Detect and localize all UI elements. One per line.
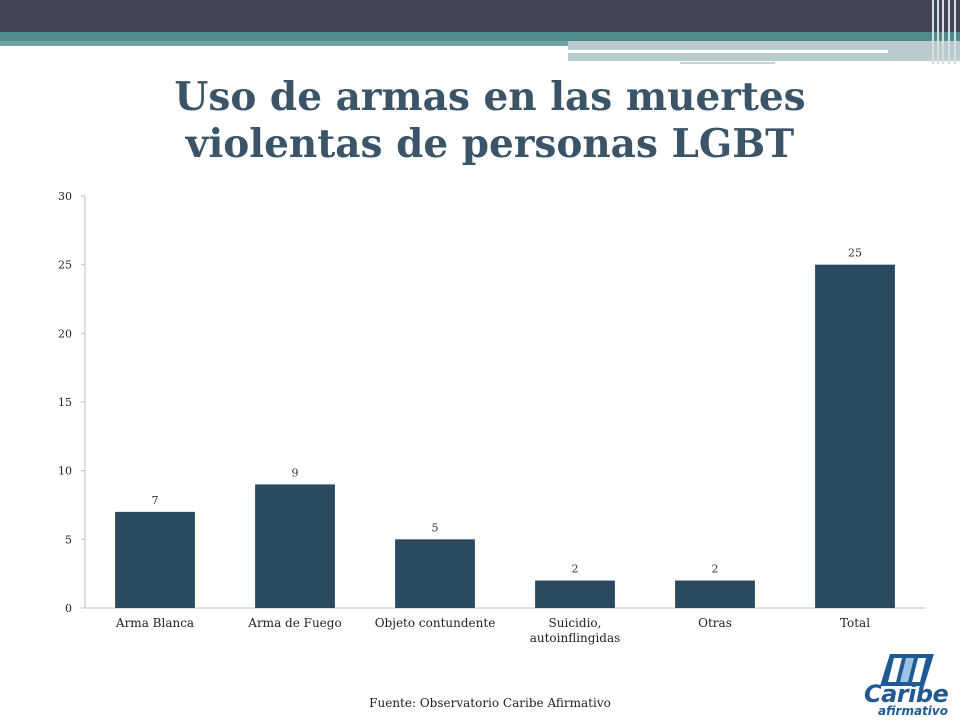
caribe-afirmativo-logo: Caribe afirmativo xyxy=(858,650,958,718)
x-tick-label: Total xyxy=(840,616,870,630)
bar-chart: 0 5 10 15 20 25 30 7 Arma Blanca 9 Arma de Fuego 5 O… xyxy=(58,190,925,645)
data-label: 25 xyxy=(848,247,862,260)
header-accent-line xyxy=(680,62,775,64)
x-tick-label: Objeto contundente xyxy=(375,616,496,630)
data-label: 9 xyxy=(292,466,299,479)
y-tick-label: 0 xyxy=(65,602,72,615)
header-corner-lines xyxy=(930,0,960,64)
x-tick-label: Otras xyxy=(698,616,732,630)
bar xyxy=(255,484,335,608)
data-label: 2 xyxy=(572,563,579,576)
logo-word-afirmativo: afirmativo xyxy=(878,704,948,718)
x-tick-label: Arma Blanca xyxy=(115,616,194,630)
header-teal-band xyxy=(0,32,960,41)
x-tick-label: Arma de Fuego xyxy=(247,616,341,630)
bar xyxy=(535,580,615,608)
y-tick-label: 10 xyxy=(58,465,72,478)
bar xyxy=(115,511,195,608)
data-label: 2 xyxy=(712,563,719,576)
y-tick-label: 15 xyxy=(58,396,72,409)
y-tick-label: 5 xyxy=(65,533,72,546)
y-tick-label: 25 xyxy=(58,259,72,272)
y-tick-label: 20 xyxy=(58,327,72,340)
bar xyxy=(675,580,755,608)
slide-title: Uso de armas en las muertes violentas de… xyxy=(80,74,900,168)
data-label: 7 xyxy=(152,494,159,507)
source-note: Fuente: Observatorio Caribe Afirmativo xyxy=(369,696,611,710)
logo-word-caribe: Caribe xyxy=(864,680,949,708)
data-label: 5 xyxy=(432,521,439,534)
slide-title-line2: violentas de personas LGBT xyxy=(185,121,795,167)
header-teal-accent xyxy=(0,41,568,46)
bar xyxy=(395,539,475,608)
header-white-line xyxy=(568,50,888,53)
logo-mark-icon xyxy=(880,654,934,686)
slide-title-line1: Uso de armas en las muertes xyxy=(174,74,806,120)
x-tick-label: Suicidio, autoinflingidas xyxy=(530,616,621,645)
bar xyxy=(815,264,895,608)
y-tick-label: 30 xyxy=(58,190,72,203)
header-dark-bar xyxy=(0,0,960,32)
